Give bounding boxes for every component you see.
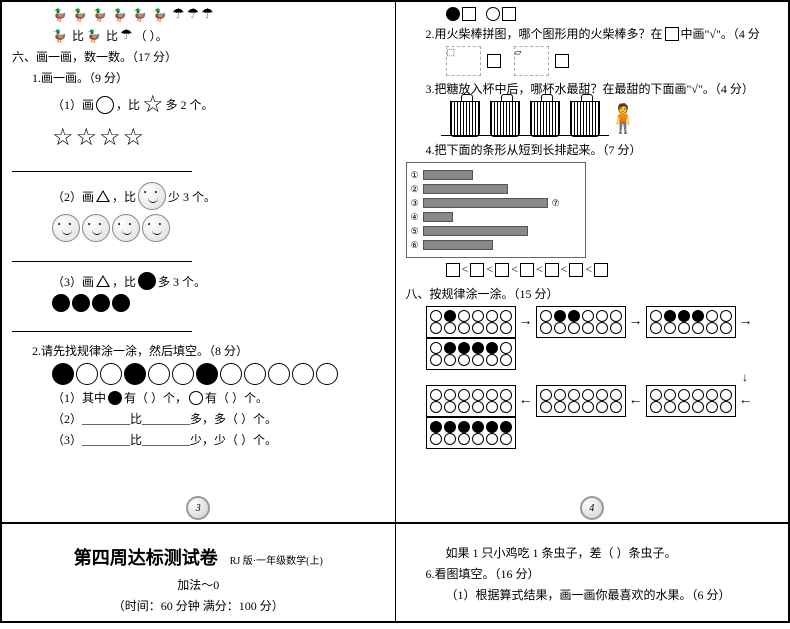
smiley-row	[12, 214, 385, 242]
bottom-right: 如果 1 只小鸡吃 1 条虫子，差（ ）条虫子。 6.看图填空。（16 分） （…	[396, 524, 789, 621]
answer-boxes[interactable]: <<<<<<	[406, 262, 779, 277]
page-number: 3	[186, 496, 210, 520]
smiley-icon	[138, 182, 166, 210]
boy-icon: 🧍	[606, 102, 641, 136]
left-column: ☂ ☂☂ 比 比 ☂ （ ）。 六、画一画，数一数。（17 分） 1.画一画。（…	[2, 2, 396, 522]
section-eight-title: 八、按规律涂一涂。（15 分）	[406, 285, 779, 302]
compare-line: 比 比 ☂ （ ）。	[12, 27, 385, 44]
q6-1: （1）根据算式结果，画一画你最喜欢的水果。（6 分）	[406, 586, 779, 603]
matchstick-fig: ⬚	[446, 46, 481, 76]
q6-1-3: （3）画 ，比 多 3 个。	[12, 272, 385, 290]
page-number: 4	[580, 496, 604, 520]
answer-line[interactable]	[12, 158, 192, 172]
seq-row-2[interactable]	[406, 385, 779, 449]
section-six-title: 六、画一画，数一数。（17 分）	[12, 48, 385, 65]
cups-row: 🧍	[406, 101, 779, 137]
br-line1: 如果 1 只小鸡吃 1 条虫子，差（ ）条虫子。	[406, 544, 779, 561]
subtitle2: 加法～0	[12, 576, 385, 593]
subtitle3: （时间：60 分钟 满分：100 分）	[12, 597, 385, 614]
bar-chart: ①②③⑦④⑤⑥	[406, 162, 586, 258]
matchstick-fig: ▱	[514, 46, 549, 76]
q6-2-2[interactable]: （2）________比________多，多（ ）个。	[12, 410, 385, 427]
q6-1-title: 1.画一画。（9 分）	[12, 69, 385, 86]
q6-1-2: （2）画 ，比 少 3 个。	[12, 182, 385, 210]
right-column: 2.用火柴棒拼图，哪个图形用的火柴棒多？在 中画"√"。（4 分 ⬚ ▱ 3.把…	[396, 2, 789, 522]
stars-row: ☆☆☆☆	[12, 123, 385, 152]
arrow-down-icon: ↓	[406, 370, 779, 385]
q6-2-3[interactable]: （3）________比________少，少（ ）个。	[12, 431, 385, 448]
q6-2-title: 2.请先找规律涂一涂，然后填空。（8 分）	[12, 342, 385, 359]
checkbox[interactable]	[487, 54, 501, 68]
test-title: 第四周达标测试卷 RJ 版·一年级数学(上)	[12, 544, 385, 570]
answer-line[interactable]	[12, 318, 192, 332]
q6-title: 6.看图填空。（16 分）	[406, 565, 779, 582]
duck-umbrella-row: ☂ ☂☂	[12, 6, 385, 23]
matchstick-row: ⬚ ▱	[406, 46, 779, 76]
seq-row-1[interactable]	[406, 306, 779, 370]
answer-line[interactable]	[12, 248, 192, 262]
umbrella-icon: ☂	[172, 6, 185, 23]
bw-circles	[406, 6, 779, 21]
q6-1-1: （1）画 ，比 ☆ 多 2 个。	[12, 90, 385, 119]
checkbox[interactable]	[555, 54, 569, 68]
pattern-row[interactable]	[12, 363, 385, 385]
q4-title: 4.把下面的条形从短到长排起来。（7 分）	[406, 141, 779, 158]
answer-blank[interactable]: （ ）。	[135, 27, 168, 44]
text: 比	[72, 27, 84, 44]
text: 比	[106, 27, 118, 44]
q2-title: 2.用火柴棒拼图，哪个图形用的火柴棒多？在 中画"√"。（4 分	[406, 25, 779, 42]
blackcircle-row	[12, 294, 385, 312]
star-icon: ☆	[142, 90, 164, 119]
q6-2-1: （1）其中 有（ ）个， 有（ ）个。	[12, 389, 385, 406]
circle-black-icon	[138, 272, 156, 290]
triangle-icon	[96, 190, 110, 202]
bottom-left: 第四周达标测试卷 RJ 版·一年级数学(上) 加法～0 （时间：60 分钟 满分…	[2, 524, 396, 621]
